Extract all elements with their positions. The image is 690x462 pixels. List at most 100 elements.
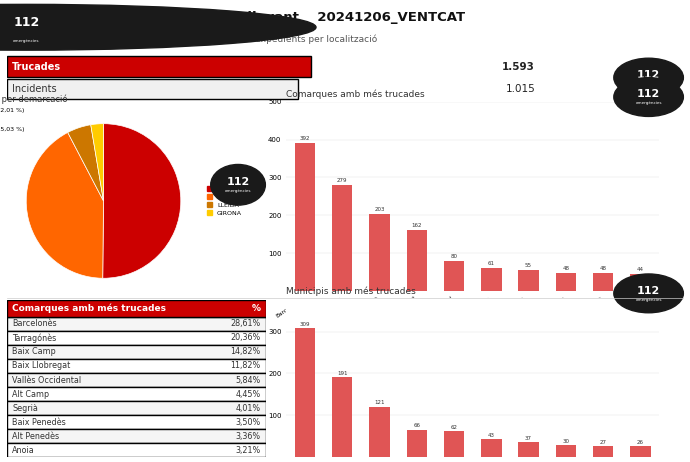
Text: Episodi Rellevant    20241206_VENTCAT: Episodi Rellevant 20241206_VENTCAT bbox=[169, 11, 465, 24]
Text: 48: 48 bbox=[600, 266, 607, 271]
Text: Segrià: Segrià bbox=[12, 404, 38, 413]
Text: 799 (58,22 %): 799 (58,22 %) bbox=[104, 314, 148, 319]
Bar bbox=[481, 439, 502, 457]
Text: emergències: emergències bbox=[635, 82, 662, 86]
Text: 309: 309 bbox=[299, 322, 310, 327]
Text: 112: 112 bbox=[637, 70, 660, 80]
Text: 112: 112 bbox=[13, 16, 39, 30]
Text: Alt Camp: Alt Camp bbox=[12, 389, 49, 399]
Text: %: % bbox=[251, 304, 261, 313]
Text: Alt Penedès: Alt Penedès bbox=[12, 432, 59, 441]
FancyBboxPatch shape bbox=[7, 373, 266, 387]
Wedge shape bbox=[91, 124, 103, 201]
Bar bbox=[518, 442, 539, 457]
Text: Barcelonès: Barcelonès bbox=[12, 319, 57, 328]
Text: Vallès Occidental: Vallès Occidental bbox=[12, 376, 81, 384]
Text: Baix Penedès: Baix Penedès bbox=[12, 418, 66, 427]
Legend: BARCELONA, TARRAGONA, LLEIDA, GIRONA: BARCELONA, TARRAGONA, LLEIDA, GIRONA bbox=[207, 186, 256, 216]
Bar bbox=[481, 268, 502, 291]
Circle shape bbox=[0, 4, 316, 50]
Text: 43: 43 bbox=[488, 433, 495, 438]
Text: 112: 112 bbox=[637, 89, 660, 99]
Text: 27: 27 bbox=[600, 440, 607, 445]
Text: 112: 112 bbox=[226, 177, 250, 187]
Text: de Catalunya: de Catalunya bbox=[79, 32, 130, 42]
Text: 37: 37 bbox=[525, 436, 532, 441]
Text: 14,82%: 14,82% bbox=[230, 347, 261, 357]
Bar bbox=[518, 270, 539, 291]
Text: Distribució de trucades per demarcació: Distribució de trucades per demarcació bbox=[0, 94, 67, 103]
FancyBboxPatch shape bbox=[7, 345, 266, 359]
Text: 30: 30 bbox=[562, 438, 569, 444]
Bar bbox=[444, 261, 464, 291]
Text: Comarques amb més trucades: Comarques amb més trucades bbox=[286, 90, 425, 99]
Bar bbox=[630, 274, 651, 291]
Bar bbox=[593, 273, 613, 291]
Text: emergències: emergències bbox=[13, 39, 39, 43]
Text: emergències: emergències bbox=[635, 298, 662, 302]
Wedge shape bbox=[26, 133, 103, 278]
Text: Baix Camp: Baix Camp bbox=[12, 347, 56, 357]
Text: 62: 62 bbox=[451, 425, 457, 430]
Circle shape bbox=[614, 78, 683, 116]
Text: 162: 162 bbox=[411, 223, 422, 228]
Text: 112: 112 bbox=[637, 286, 660, 296]
FancyBboxPatch shape bbox=[70, 11, 73, 43]
Text: 48: 48 bbox=[562, 266, 569, 271]
Text: 3,36%: 3,36% bbox=[235, 432, 261, 441]
FancyBboxPatch shape bbox=[7, 300, 266, 317]
Text: 66: 66 bbox=[413, 424, 420, 428]
Text: Tarragónès: Tarragónès bbox=[12, 333, 57, 343]
Text: 203: 203 bbox=[374, 207, 385, 212]
Text: 26: 26 bbox=[637, 440, 644, 445]
Wedge shape bbox=[103, 124, 181, 278]
Circle shape bbox=[614, 58, 683, 97]
Text: Generalitat: Generalitat bbox=[79, 13, 128, 22]
Text: 99 (5,03 %): 99 (5,03 %) bbox=[0, 127, 24, 132]
Text: emergències: emergències bbox=[635, 102, 662, 105]
FancyBboxPatch shape bbox=[7, 56, 310, 77]
Text: 121: 121 bbox=[374, 401, 385, 405]
FancyBboxPatch shape bbox=[7, 429, 266, 444]
FancyBboxPatch shape bbox=[59, 11, 62, 43]
Text: Comarques amb més trucades: Comarques amb més trucades bbox=[12, 304, 166, 313]
FancyBboxPatch shape bbox=[7, 359, 266, 373]
Text: 1.015: 1.015 bbox=[505, 84, 535, 94]
Text: Trucades: Trucades bbox=[12, 61, 61, 72]
Text: 5,84%: 5,84% bbox=[235, 376, 261, 384]
Bar bbox=[555, 445, 576, 457]
Bar bbox=[332, 377, 353, 457]
FancyBboxPatch shape bbox=[64, 11, 68, 43]
Bar bbox=[369, 407, 390, 457]
Text: Anoia: Anoia bbox=[12, 446, 34, 455]
Bar bbox=[555, 273, 576, 291]
FancyBboxPatch shape bbox=[7, 444, 266, 457]
FancyBboxPatch shape bbox=[7, 317, 266, 331]
FancyBboxPatch shape bbox=[75, 11, 79, 43]
Bar bbox=[593, 446, 613, 457]
Text: 392: 392 bbox=[299, 136, 310, 140]
Bar bbox=[444, 432, 464, 457]
Text: emergències: emergències bbox=[225, 189, 251, 193]
Text: 46 (2,01 %): 46 (2,01 %) bbox=[0, 108, 24, 113]
FancyBboxPatch shape bbox=[7, 387, 266, 401]
Text: 11,82%: 11,82% bbox=[230, 361, 261, 371]
Text: 1.593: 1.593 bbox=[502, 61, 535, 72]
FancyBboxPatch shape bbox=[7, 415, 266, 429]
Text: 28,61%: 28,61% bbox=[230, 319, 261, 328]
FancyBboxPatch shape bbox=[7, 79, 298, 99]
Text: 20,36%: 20,36% bbox=[230, 334, 261, 342]
Circle shape bbox=[210, 164, 266, 205]
Text: Municipis amb més trucades: Municipis amb més trucades bbox=[286, 286, 416, 296]
Text: 3,50%: 3,50% bbox=[235, 418, 261, 427]
FancyBboxPatch shape bbox=[7, 331, 266, 345]
Text: 279: 279 bbox=[337, 178, 348, 183]
Text: 61: 61 bbox=[488, 261, 495, 266]
Text: 191: 191 bbox=[337, 371, 348, 376]
Text: 4,45%: 4,45% bbox=[235, 389, 261, 399]
Bar bbox=[332, 185, 353, 291]
Bar bbox=[406, 230, 427, 291]
Text: 55: 55 bbox=[525, 263, 532, 268]
Text: 44: 44 bbox=[637, 267, 644, 273]
Bar bbox=[406, 430, 427, 457]
